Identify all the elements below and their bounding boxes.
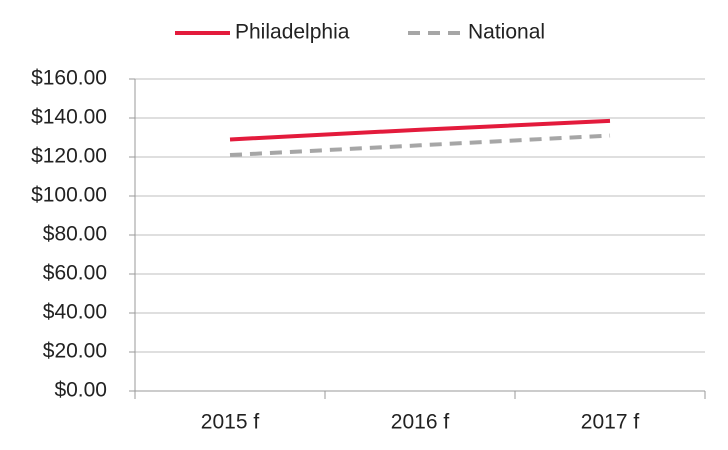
series-line (229, 133, 611, 158)
y-tick-label: $140.00 (31, 106, 107, 129)
x-tick-label: 2015 f (201, 411, 260, 434)
y-tick-label: $40.00 (43, 301, 107, 324)
x-tick-label: 2017 f (581, 411, 640, 434)
y-tick-label: $120.00 (31, 145, 107, 168)
y-tick-label: $80.00 (43, 223, 107, 246)
y-tick-label: $100.00 (31, 184, 107, 207)
y-tick-label: $0.00 (54, 379, 107, 402)
series-line (229, 118, 611, 142)
legend-label: Philadelphia (235, 21, 350, 44)
y-tick-label: $160.00 (31, 67, 107, 90)
x-tick-label: 2016 f (391, 411, 450, 434)
y-tick-label: $20.00 (43, 340, 107, 363)
y-tick-label: $60.00 (43, 262, 107, 285)
legend-label: National (468, 21, 545, 44)
